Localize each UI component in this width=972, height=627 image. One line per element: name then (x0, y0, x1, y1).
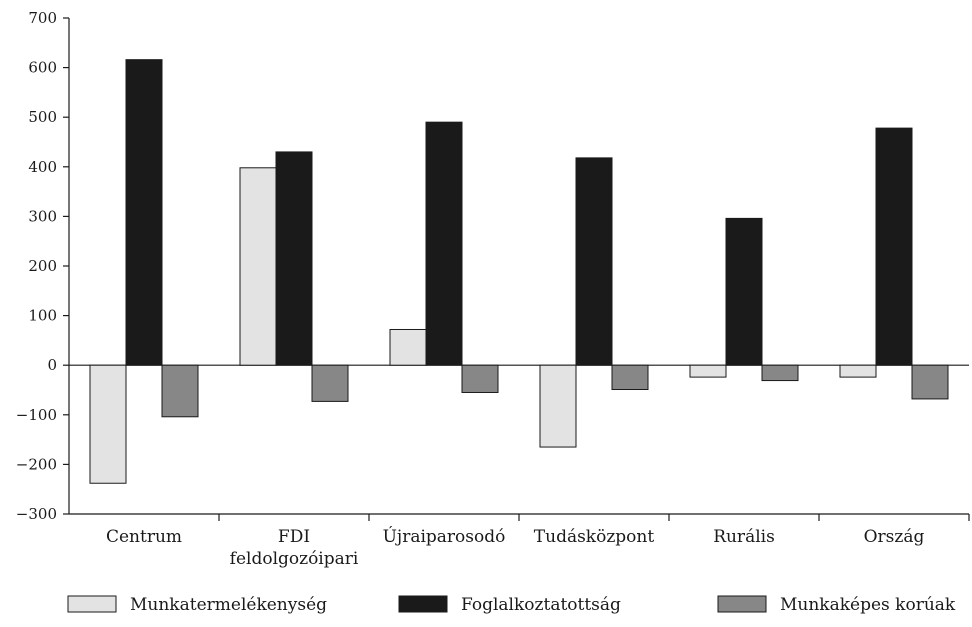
legend-label: Foglalkoztatottság (461, 595, 621, 615)
bar (725, 217, 763, 366)
y-tick-label: 700 (28, 9, 57, 27)
legend-swatch (717, 595, 767, 613)
bar (689, 364, 727, 378)
x-category-label: Újraiparosodó (383, 526, 506, 547)
x-category-label: Tudásközpont (534, 527, 655, 547)
x-category-label-line: Ország (864, 527, 925, 547)
x-category-label: Rurális (713, 527, 775, 547)
bar (425, 121, 463, 366)
x-category-label-line: Rurális (713, 527, 775, 547)
y-tick-label: 200 (28, 257, 57, 275)
bar (575, 157, 613, 366)
x-category-label: Ország (864, 527, 925, 547)
legend-item: Foglalkoztatottság (398, 595, 621, 615)
y-tick-label: 300 (28, 207, 57, 225)
legend-item: Munkatermelékenység (67, 595, 327, 615)
bar (911, 364, 949, 400)
x-category-label: Centrum (106, 527, 182, 547)
bar (161, 364, 199, 418)
y-tick-label: 600 (28, 59, 57, 77)
bar (311, 364, 349, 402)
bar (461, 364, 499, 393)
x-category-label-line: feldolgozóipari (230, 549, 359, 569)
x-category-label-line: Tudásközpont (534, 527, 655, 547)
x-axis: Centrum FDI feldolgozóipari Újraiparosodó Tu… (69, 513, 970, 569)
bar (539, 364, 577, 448)
x-category-label-line: FDI (278, 527, 310, 547)
bar (761, 364, 799, 382)
x-category-label: FDI feldolgozóipari (230, 527, 359, 569)
y-tick-label: −100 (16, 406, 57, 424)
legend-item: Munkaképes korúak (717, 595, 956, 615)
bars (89, 59, 949, 484)
bar (89, 364, 127, 484)
legend: Munkatermelékenység Foglalkoztatottság Mun… (67, 595, 956, 615)
x-category-label-line: Centrum (106, 527, 182, 547)
legend-swatch (398, 595, 448, 613)
bar (611, 364, 649, 391)
y-tick-label: 400 (28, 158, 57, 176)
y-tick-label: 500 (28, 108, 57, 126)
y-axis: 700 600 500 400 300 200 100 0 −100 −200 −300 (16, 9, 70, 523)
bar (389, 328, 427, 366)
bar (839, 364, 877, 378)
legend-label: Munkatermelékenység (130, 595, 327, 615)
x-category-label-line: Újraiparosodó (383, 526, 506, 547)
y-tick-label: 0 (47, 356, 57, 374)
bar (875, 127, 913, 366)
y-tick-label: −200 (16, 455, 57, 473)
legend-label: Munkaképes korúak (780, 595, 956, 615)
y-tick-label: −300 (16, 505, 57, 523)
y-tick-label: 100 (28, 307, 57, 325)
bar (125, 59, 163, 366)
bar (275, 151, 313, 366)
legend-swatch (67, 595, 117, 613)
bar (239, 167, 277, 366)
